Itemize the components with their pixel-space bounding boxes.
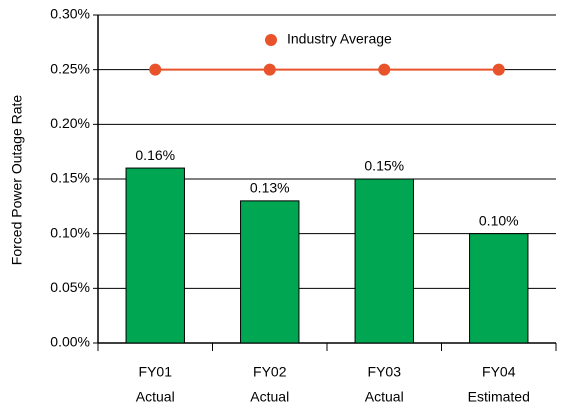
point — [149, 63, 162, 76]
x-tick-label: Estimated — [468, 389, 530, 405]
y-tick-label: 0.20% — [50, 115, 90, 131]
x-tick-label: Actual — [250, 389, 289, 405]
point — [263, 63, 276, 76]
bar — [240, 200, 300, 344]
x-tick-label: FY01 — [139, 364, 173, 380]
y-axis-label: Forced Power Outage Rate — [9, 95, 25, 266]
x-tick-label: FY04 — [482, 364, 516, 380]
bar — [469, 233, 529, 344]
y-tick-label: 0.05% — [50, 279, 90, 295]
y-tick-label: 0.15% — [50, 170, 90, 186]
y-tick-label: 0.10% — [50, 224, 90, 240]
point — [378, 63, 391, 76]
value-label: 0.10% — [479, 212, 519, 228]
y-tick-label: 0.30% — [50, 6, 90, 22]
legend-label: Industry Average — [287, 31, 392, 47]
point — [492, 63, 505, 76]
x-tick-label: FY03 — [368, 364, 402, 380]
value-label: 0.16% — [135, 147, 175, 163]
legend-marker — [265, 34, 277, 46]
x-tick-label: FY02 — [253, 364, 287, 380]
bar — [125, 167, 185, 344]
value-label: 0.13% — [250, 180, 290, 196]
y-tick-label: 0.25% — [50, 60, 90, 76]
y-tick-label: 0.00% — [50, 334, 90, 350]
x-tick-label: Actual — [365, 389, 404, 405]
value-label: 0.15% — [364, 158, 404, 174]
x-tick-label: Actual — [136, 389, 175, 405]
bar — [354, 178, 414, 344]
